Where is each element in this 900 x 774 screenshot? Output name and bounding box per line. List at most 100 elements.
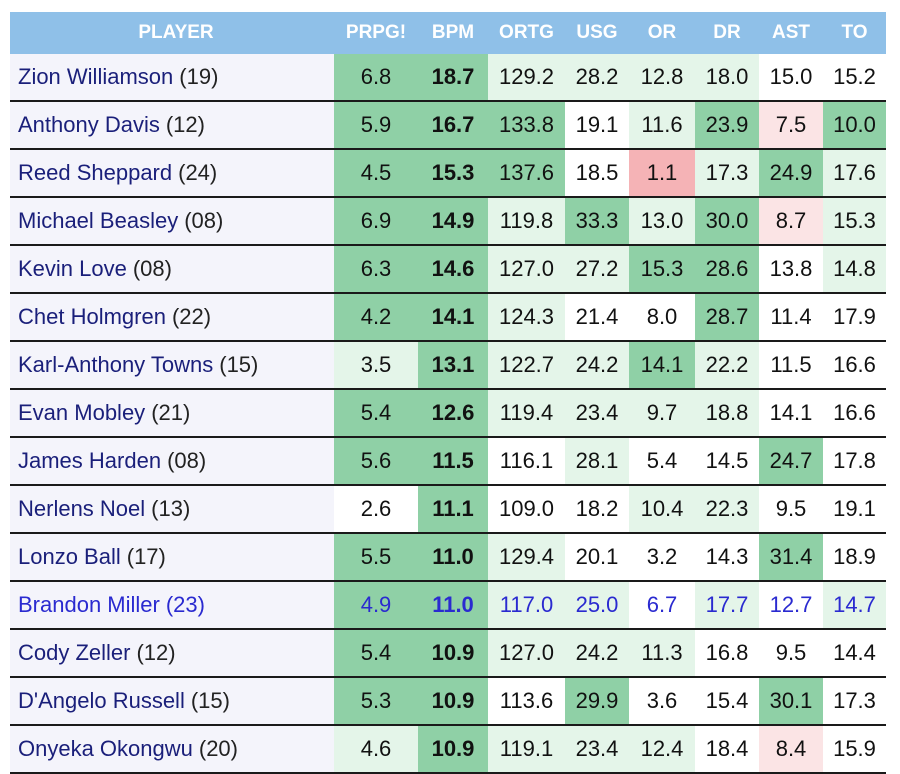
stat-cell-or: 12.8 [629, 54, 695, 100]
table-row[interactable]: Karl-Anthony Towns (15) 3.5 13.1 122.7 24.2 14… [10, 342, 886, 390]
player-cell: Karl-Anthony Towns (15) [10, 342, 334, 388]
header-or[interactable]: OR [647, 22, 677, 43]
player-name-link[interactable]: Michael Beasley [18, 208, 179, 233]
player-name-link[interactable]: D'Angelo Russell [18, 688, 185, 713]
stat-cell-dr: 28.6 [695, 246, 759, 292]
stat-cell-ortg: 119.4 [488, 390, 565, 436]
stat-cell-ast: 12.7 [759, 582, 823, 628]
table-row[interactable]: Brandon Miller (23) 4.9 11.0 117.0 25.0 6.7 17.… [10, 582, 886, 630]
stat-cell-usg: 20.1 [565, 534, 629, 580]
stat-cell-usg: 29.9 [565, 678, 629, 724]
stat-cell-dr: 28.7 [695, 294, 759, 340]
stat-cell-or: 15.3 [629, 246, 695, 292]
stat-cell-ast: 9.5 [759, 630, 823, 676]
stat-cell-ortg: 119.8 [488, 198, 565, 244]
player-name-link[interactable]: Zion Williamson [18, 64, 174, 89]
stat-cell-or: 3.2 [629, 534, 695, 580]
stat-cell-usg: 19.1 [565, 102, 629, 148]
header-ortg[interactable]: ORTG [499, 22, 554, 43]
header-dr[interactable]: DR [713, 22, 741, 43]
stats-table: PLAYER PRPG! BPM ORTG USG OR DR AST TO Z… [10, 12, 886, 774]
table-row[interactable]: Kevin Love (08) 6.3 14.6 127.0 27.2 15.3 28.6 13… [10, 246, 886, 294]
stat-cell-dr: 16.8 [695, 630, 759, 676]
stat-cell-usg: 27.2 [565, 246, 629, 292]
table-row[interactable]: Evan Mobley (21) 5.4 12.6 119.4 23.4 9.7 18.8 14… [10, 390, 886, 438]
stat-cell-prpg: 4.6 [334, 726, 418, 772]
table-row[interactable]: Zion Williamson (19) 6.8 18.7 129.2 28.2 12.8 1… [10, 54, 886, 102]
stat-cell-bpm: 13.1 [418, 342, 488, 388]
player-name-link[interactable]: Brandon Miller [18, 592, 160, 617]
stat-cell-bpm: 11.5 [418, 438, 488, 484]
player-name-link[interactable]: Chet Holmgren [18, 304, 166, 329]
header-usg[interactable]: USG [576, 22, 618, 43]
table-row[interactable]: Lonzo Ball (17) 5.5 11.0 129.4 20.1 3.2 14.3 31.… [10, 534, 886, 582]
header-bpm[interactable]: BPM [431, 22, 475, 43]
stat-cell-dr: 22.3 [695, 486, 759, 532]
player-year: (08) [132, 256, 172, 281]
header-prpg[interactable]: PRPG! [345, 22, 407, 43]
table-row[interactable]: Anthony Davis (12) 5.9 16.7 133.8 19.1 11.6 23.… [10, 102, 886, 150]
stat-cell-or: 13.0 [629, 198, 695, 244]
header-to[interactable]: TO [841, 22, 868, 43]
player-name-link[interactable]: Onyeka Okongwu [18, 736, 193, 761]
stat-cell-usg: 28.1 [565, 438, 629, 484]
stat-cell-prpg: 4.5 [334, 150, 418, 196]
player-name-link[interactable]: Anthony Davis [18, 112, 160, 137]
stat-cell-or: 14.1 [629, 342, 695, 388]
player-name-link[interactable]: Cody Zeller [18, 640, 131, 665]
table-body: Zion Williamson (19) 6.8 18.7 129.2 28.2 12.8 1… [10, 54, 886, 774]
player-cell: Kevin Love (08) [10, 246, 334, 292]
player-name-link[interactable]: Lonzo Ball [18, 544, 121, 569]
player-name-link[interactable]: Evan Mobley [18, 400, 146, 425]
player-year: (19) [179, 64, 219, 89]
player-name-link[interactable]: James Harden [18, 448, 162, 473]
table-row[interactable]: James Harden (08) 5.6 11.5 116.1 28.1 5.4 14.5 2… [10, 438, 886, 486]
table-row[interactable]: Onyeka Okongwu (20) 4.6 10.9 119.1 23.4 12.4 18… [10, 726, 886, 774]
stat-cell-ast: 31.4 [759, 534, 823, 580]
stat-cell-to: 15.9 [823, 726, 886, 772]
stat-cell-bpm: 10.9 [418, 726, 488, 772]
stat-cell-ast: 24.7 [759, 438, 823, 484]
stat-cell-prpg: 6.9 [334, 198, 418, 244]
stat-cell-bpm: 14.9 [418, 198, 488, 244]
player-cell: Lonzo Ball (17) [10, 534, 334, 580]
player-cell: Brandon Miller (23) [10, 582, 334, 628]
stat-cell-ortg: 113.6 [488, 678, 565, 724]
table-row[interactable]: Reed Sheppard (24) 4.5 15.3 137.6 18.5 1.1 17.3… [10, 150, 886, 198]
player-year: (21) [151, 400, 191, 425]
table-row[interactable]: Nerlens Noel (13) 2.6 11.1 109.0 18.2 10.4 22.3… [10, 486, 886, 534]
stat-cell-prpg: 5.3 [334, 678, 418, 724]
stat-cell-to: 17.9 [823, 294, 886, 340]
stat-cell-ortg: 127.0 [488, 630, 565, 676]
stat-cell-or: 6.7 [629, 582, 695, 628]
table-row[interactable]: Michael Beasley (08) 6.9 14.9 119.8 33.3 13.0 3… [10, 198, 886, 246]
header-ast[interactable]: AST [772, 22, 810, 43]
stat-cell-ast: 11.4 [759, 294, 823, 340]
player-year: (17) [126, 544, 166, 569]
stat-cell-bpm: 10.9 [418, 678, 488, 724]
player-name-link[interactable]: Karl-Anthony Towns [18, 352, 214, 377]
player-year: (23) [165, 592, 205, 617]
player-year: (24) [178, 160, 218, 185]
player-year: (08) [167, 448, 207, 473]
player-name-link[interactable]: Reed Sheppard [18, 160, 173, 185]
stat-cell-or: 1.1 [629, 150, 695, 196]
header-player[interactable]: PLAYER [138, 22, 214, 43]
player-name-link[interactable]: Nerlens Noel [18, 496, 146, 521]
stat-cell-to: 17.6 [823, 150, 886, 196]
table-row[interactable]: Cody Zeller (12) 5.4 10.9 127.0 24.2 11.3 16.8 9… [10, 630, 886, 678]
stat-cell-bpm: 18.7 [418, 54, 488, 100]
stat-cell-dr: 14.3 [695, 534, 759, 580]
player-name-link[interactable]: Kevin Love [18, 256, 127, 281]
table-row[interactable]: Chet Holmgren (22) 4.2 14.1 124.3 21.4 8.0 28.7… [10, 294, 886, 342]
stat-cell-ast: 9.5 [759, 486, 823, 532]
stat-cell-ast: 7.5 [759, 102, 823, 148]
stat-cell-dr: 15.4 [695, 678, 759, 724]
stat-cell-ast: 13.8 [759, 246, 823, 292]
stat-cell-to: 15.3 [823, 198, 886, 244]
stat-cell-ast: 8.4 [759, 726, 823, 772]
stat-cell-ortg: 127.0 [488, 246, 565, 292]
stat-cell-bpm: 11.0 [418, 582, 488, 628]
table-row[interactable]: D'Angelo Russell (15) 5.3 10.9 113.6 29.9 3.6 1… [10, 678, 886, 726]
player-cell: Evan Mobley (21) [10, 390, 334, 436]
